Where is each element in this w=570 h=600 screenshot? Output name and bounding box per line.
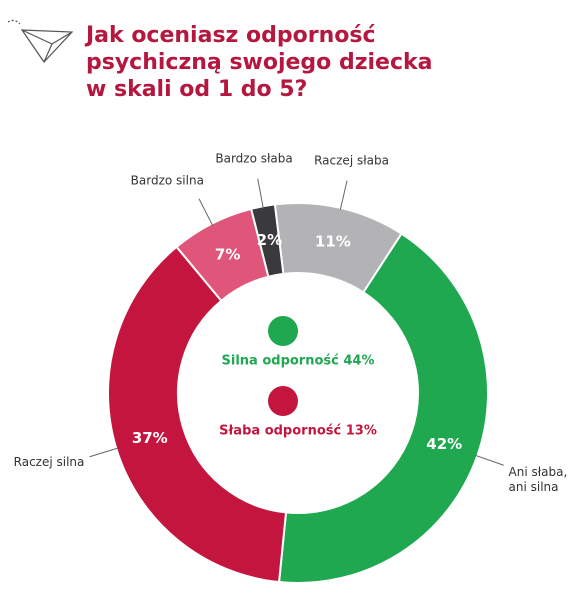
value-label: 42%	[426, 435, 462, 453]
value-label: 11%	[315, 232, 351, 250]
category-label: Raczej słaba	[314, 154, 389, 168]
chart-title: Jak oceniasz odporność psychiczną swojeg…	[86, 22, 446, 103]
value-label: 37%	[132, 429, 168, 447]
center-label: Słaba odporność 13%	[219, 424, 377, 439]
donut-segment	[277, 232, 489, 584]
leader-line	[198, 198, 214, 226]
value-label: 2%	[257, 231, 282, 249]
title-line: psychiczną swojego dziecka	[86, 50, 433, 75]
title-line: w skali od 1 do 5?	[86, 77, 308, 102]
donut-segment	[107, 245, 288, 584]
center-dot	[268, 386, 298, 416]
donut-segment	[249, 203, 285, 278]
center-dot	[268, 316, 298, 346]
value-label: 7%	[215, 245, 240, 263]
leader-line	[257, 178, 264, 209]
center-label: Silna odporność 44%	[222, 354, 375, 369]
leader-line	[475, 454, 504, 466]
plane-icon	[7, 19, 74, 63]
category-label: Bardzo silna	[131, 173, 204, 187]
leader-line	[89, 447, 119, 458]
title-line: Jak oceniasz odporność	[86, 23, 376, 48]
leader-line	[339, 180, 348, 210]
category-label: Raczej silna	[14, 455, 85, 469]
category-label: Bardzo słaba	[215, 152, 292, 166]
category-label: Ani słaba, ani silna	[509, 464, 568, 493]
